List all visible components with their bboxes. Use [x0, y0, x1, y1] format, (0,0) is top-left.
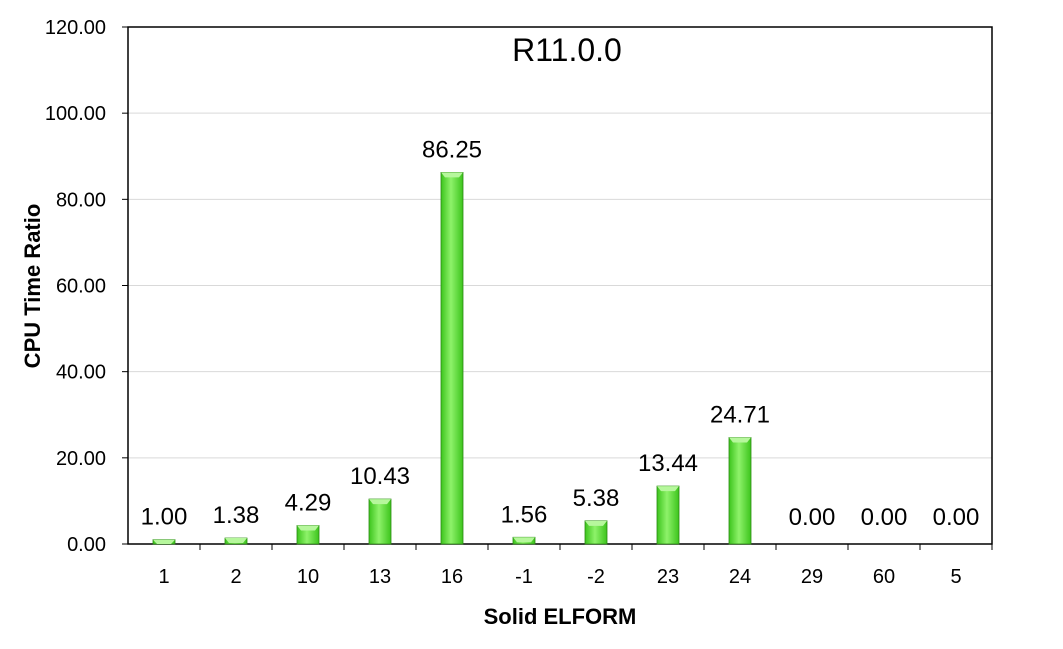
bar-bevel: [225, 538, 247, 544]
x-tick-label: 24: [729, 566, 751, 588]
bar-bevel: [153, 539, 175, 544]
data-label: 4.29: [285, 490, 332, 517]
x-tick-label: 2: [230, 566, 241, 588]
gridlines: [128, 112, 992, 459]
data-label: 5.38: [573, 485, 620, 512]
x-tick-label: 23: [657, 566, 679, 588]
y-tick-label: 80.00: [56, 189, 106, 211]
y-tick-label: 60.00: [56, 276, 106, 298]
bar: [728, 437, 752, 545]
x-tick-label: 16: [441, 566, 463, 588]
x-tick-label: 5: [950, 566, 961, 588]
bar-bevel: [513, 537, 535, 543]
data-label: 0.00: [789, 504, 836, 531]
bar-bevel: [729, 437, 751, 443]
x-axis-ticks: 1 2 10 13 16 -1 -2 23 24 29 60 5: [158, 544, 993, 588]
data-label: 10.43: [350, 463, 410, 490]
data-label: 1.00: [141, 504, 188, 531]
bar: [440, 172, 464, 545]
data-label: 0.00: [861, 504, 908, 531]
data-labels: 1.00 1.38 4.29 10.43 86.25 1.56 5.38 13.44 24.71…: [141, 136, 980, 531]
bar: [656, 485, 680, 545]
x-tick-label: -2: [587, 566, 605, 588]
data-label: 1.56: [501, 501, 548, 528]
bar-bevel: [657, 486, 679, 492]
bar-bevel: [369, 499, 391, 505]
x-tick-label: 29: [801, 566, 823, 588]
y-tick-label: 0.00: [67, 534, 106, 556]
y-tick-label: 20.00: [56, 448, 106, 470]
x-tick-label: 1: [158, 566, 169, 588]
y-axis-title: CPU Time Ratio: [20, 204, 45, 369]
y-tick-label: 40.00: [56, 362, 106, 384]
y-tick-label: 120.00: [45, 17, 106, 39]
x-tick-label: 10: [297, 566, 319, 588]
data-label: 24.71: [710, 402, 770, 429]
data-label: 13.44: [638, 450, 698, 477]
bar: [368, 498, 392, 545]
data-label: 86.25: [422, 136, 482, 163]
y-tick-label: 100.00: [45, 103, 106, 125]
x-tick-label: 60: [873, 566, 895, 588]
bar-bevel: [297, 525, 319, 531]
data-label: 1.38: [213, 502, 260, 529]
bars: [152, 172, 752, 545]
bar-bevel: [585, 520, 607, 526]
x-tick-label: 13: [369, 566, 391, 588]
chart-title: R11.0.0: [512, 32, 622, 68]
x-axis-title: Solid ELFORM: [484, 604, 637, 629]
x-tick-label: -1: [515, 566, 533, 588]
bar-bevel: [441, 172, 463, 178]
y-axis-ticks: 0.00 20.00 40.00 60.00 80.00 100.00 120.00: [45, 17, 128, 556]
data-label: 0.00: [933, 504, 980, 531]
